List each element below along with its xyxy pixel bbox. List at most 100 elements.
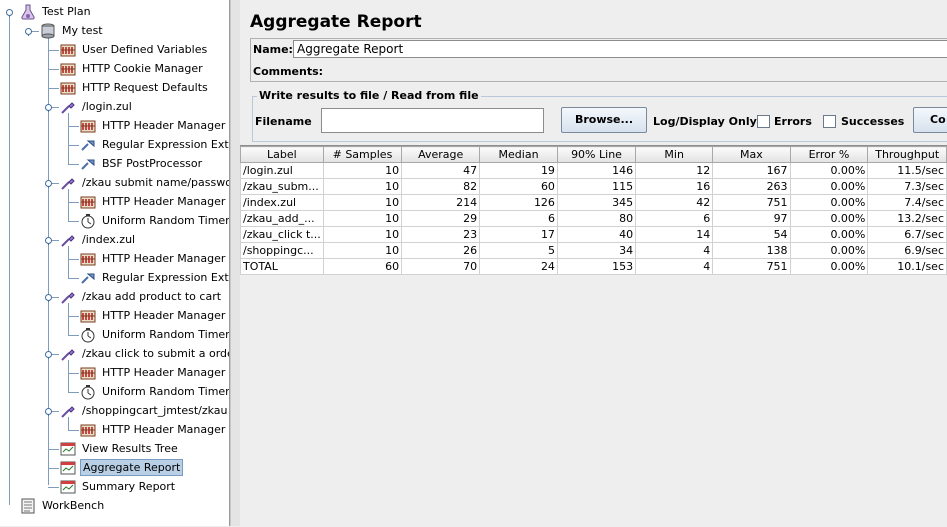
- tree-item[interactable]: HTTP Header Manager: [80, 116, 227, 135]
- tree-item[interactable]: /zkau add product to cart: [60, 287, 223, 306]
- column-header[interactable]: Error %: [789, 146, 869, 163]
- tree-connector-line: [68, 126, 79, 127]
- tree-item[interactable]: My test: [40, 21, 105, 40]
- expand-toggle-icon[interactable]: [44, 103, 52, 113]
- tree-connector-line: [48, 487, 59, 488]
- table-row[interactable]: /index.zul 10 214 126 345 42 751 0.00% 7.4/sec: [240, 194, 947, 211]
- table-cell: 82: [401, 178, 481, 195]
- tree-item[interactable]: HTTP Cookie Manager: [60, 59, 205, 78]
- tree-item[interactable]: View Results Tree: [60, 439, 180, 458]
- table-cell: 146: [556, 162, 637, 179]
- browse-button[interactable]: Browse...: [561, 107, 647, 133]
- successes-label[interactable]: Successes: [841, 115, 905, 128]
- table-cell: 42: [635, 194, 714, 211]
- expand-toggle-icon[interactable]: [44, 293, 52, 303]
- log-display-only-label: Log/Display Only:: [653, 115, 762, 128]
- errors-checkbox[interactable]: [757, 115, 770, 128]
- config-element-icon: [60, 80, 76, 96]
- comments-row[interactable]: Comments:: [250, 61, 947, 82]
- column-header[interactable]: # Samples: [322, 146, 403, 163]
- table-row[interactable]: TOTAL 60 70 24 153 4 751 0.00% 10.1/sec: [240, 258, 947, 275]
- table-cell: 0.00%: [789, 178, 869, 195]
- successes-checkbox[interactable]: [823, 115, 836, 128]
- tree-item[interactable]: User Defined Variables: [60, 40, 209, 59]
- tree-item[interactable]: HTTP Header Manager: [80, 249, 227, 268]
- tree-connector-line: [48, 88, 59, 89]
- tree-item[interactable]: /zkau click to submit a order: [60, 344, 229, 363]
- tree-item[interactable]: WorkBench: [20, 496, 106, 515]
- tree-item[interactable]: HTTP Request Defaults: [60, 78, 210, 97]
- table-row[interactable]: /zkau_add_... 10 29 6 80 6 97 0.00% 13.2/sec: [240, 210, 947, 227]
- table-cell: 263: [712, 178, 791, 195]
- expand-toggle-icon[interactable]: [44, 236, 52, 246]
- expand-toggle-icon[interactable]: [5, 8, 13, 18]
- thread-group-icon: [40, 23, 56, 39]
- config-element-icon: [60, 42, 76, 58]
- errors-label[interactable]: Errors: [774, 115, 812, 128]
- table-row[interactable]: /zkau_click t... 10 23 17 40 14 54 0.00% 6.7/sec: [240, 226, 947, 243]
- tree-item[interactable]: /login.zul: [60, 97, 134, 116]
- expand-toggle-icon[interactable]: [44, 407, 52, 417]
- expand-toggle-icon[interactable]: [44, 179, 52, 189]
- table-cell: 0.00%: [789, 194, 869, 211]
- tree-item-label: HTTP Cookie Manager: [82, 62, 203, 75]
- tree-item-label: Summary Report: [82, 480, 176, 493]
- column-header[interactable]: Label: [240, 146, 324, 163]
- tree-item[interactable]: Uniform Random Timer: [80, 325, 229, 344]
- column-header[interactable]: 90% Line: [556, 146, 637, 163]
- table-row[interactable]: /login.zul 10 47 19 146 12 167 0.00% 11.5/sec: [240, 162, 947, 179]
- column-header[interactable]: Throughput: [867, 146, 947, 163]
- tree-item-label: /zkau submit name/passwor: [82, 176, 230, 189]
- tree-item[interactable]: Aggregate Report: [60, 458, 184, 477]
- expand-toggle-icon[interactable]: [24, 27, 32, 37]
- table-row[interactable]: /zkau_subm... 10 82 60 115 16 263 0.00% 7.3/sec: [240, 178, 947, 195]
- tree-connector-line: [68, 164, 79, 165]
- column-header[interactable]: Max: [712, 146, 791, 163]
- tree-item[interactable]: HTTP Header Manager: [80, 306, 227, 325]
- tree-connector-line: [48, 107, 59, 108]
- table-cell: 0.00%: [789, 162, 869, 179]
- table-cell: /shoppingc...: [240, 242, 324, 259]
- name-field[interactable]: [293, 40, 947, 58]
- table-cell: 29: [401, 210, 481, 227]
- tree-connector-line: [68, 392, 79, 393]
- tree-item[interactable]: Summary Report: [60, 477, 177, 496]
- configure-button[interactable]: Co: [913, 107, 947, 133]
- tree-item-label: Uniform Random Timer: [102, 385, 230, 398]
- table-cell: 14: [635, 226, 714, 243]
- table-cell: /zkau_click t...: [240, 226, 324, 243]
- table-row[interactable]: /shoppingc... 10 26 5 34 4 138 0.00% 6.9/sec: [240, 242, 947, 259]
- tree-item[interactable]: Regular Expression Extrac: [80, 268, 229, 287]
- results-table-container[interactable]: Label # Samples Average Median 90% Line Min Ma…: [240, 145, 947, 527]
- tree-item[interactable]: HTTP Header Manager: [80, 192, 227, 211]
- comments-label: Comments:: [253, 65, 324, 78]
- tree-connector-line: [48, 297, 59, 298]
- tree-connector-line: [68, 278, 79, 279]
- tree-item[interactable]: HTTP Header Manager: [80, 363, 227, 382]
- config-element-icon: [80, 308, 96, 324]
- tree-item[interactable]: Uniform Random Timer: [80, 211, 229, 230]
- tree-item[interactable]: Test Plan: [20, 2, 93, 21]
- table-cell: 34: [556, 242, 637, 259]
- tree-item[interactable]: /zkau submit name/passwor: [60, 173, 230, 192]
- test-plan-tree[interactable]: Test Plan My test User Defined Variables HT…: [0, 0, 230, 526]
- table-cell: 167: [712, 162, 791, 179]
- tree-connector-line: [48, 240, 59, 241]
- tree-item[interactable]: /shoppingcart_jmtest/zkau: [60, 401, 229, 420]
- expand-toggle-icon[interactable]: [44, 350, 52, 360]
- tree-item[interactable]: Regular Expression Extrac: [80, 135, 229, 154]
- file-fieldset: Write results to file / Read from file F…: [252, 89, 947, 142]
- tree-item[interactable]: Uniform Random Timer: [80, 382, 230, 401]
- filename-input[interactable]: [321, 108, 544, 133]
- timer-icon: [80, 213, 96, 229]
- column-header[interactable]: Min: [635, 146, 714, 163]
- tree-connector-line: [68, 303, 69, 335]
- column-header[interactable]: Average: [401, 146, 481, 163]
- tree-item[interactable]: /index.zul: [60, 230, 137, 249]
- column-header[interactable]: Median: [479, 146, 558, 163]
- tree-connector-line: [68, 417, 69, 430]
- tree-item[interactable]: HTTP Header Manager: [80, 420, 227, 439]
- sampler-pipette-icon: [60, 175, 76, 191]
- tree-item[interactable]: BSF PostProcessor: [80, 154, 204, 173]
- tree-connector-line: [48, 468, 59, 469]
